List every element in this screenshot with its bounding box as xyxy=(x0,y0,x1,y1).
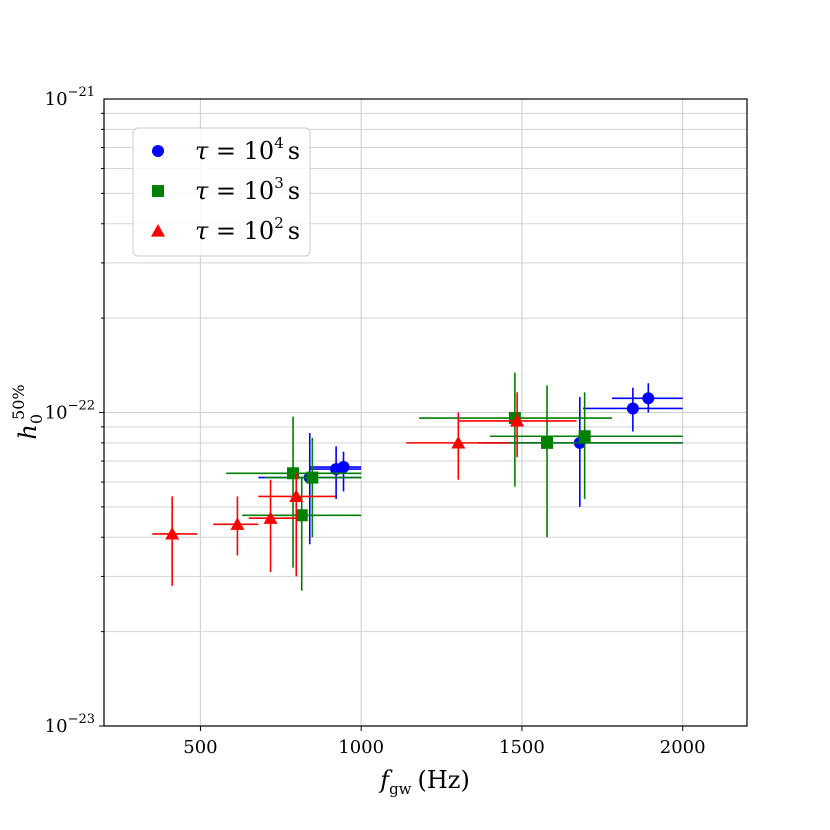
data-point xyxy=(258,473,336,577)
marker-square xyxy=(306,471,319,484)
series-triangle xyxy=(152,392,577,586)
marker-triangle xyxy=(165,526,180,540)
x-axis-label: fgw (Hz) xyxy=(378,766,470,798)
x-tick-label: 500 xyxy=(183,737,217,758)
data-point xyxy=(611,383,683,413)
data-point xyxy=(476,397,683,507)
marker-square xyxy=(295,509,308,522)
marker-triangle xyxy=(151,224,165,237)
marker-circle xyxy=(337,461,350,474)
data-point xyxy=(457,392,577,458)
data-point xyxy=(264,437,362,538)
marker-square xyxy=(578,430,591,443)
data-point xyxy=(583,387,683,432)
data-point xyxy=(406,412,510,480)
legend-item: τ = 103 s xyxy=(152,174,300,205)
marker-triangle xyxy=(510,413,525,427)
data-point xyxy=(309,451,362,492)
y-tick-label: 10−23 xyxy=(45,712,95,737)
marker-square xyxy=(541,436,554,449)
data-point xyxy=(258,433,362,545)
y-axis-label-text: h050% xyxy=(9,384,46,439)
y-tick-label: 10−22 xyxy=(45,399,95,424)
marker-triangle xyxy=(451,435,466,449)
legend-label: τ = 102 s xyxy=(195,214,300,245)
series-circle xyxy=(258,383,683,545)
data-point xyxy=(226,416,362,568)
y-axis-label: h050% xyxy=(9,384,46,439)
data-points xyxy=(152,372,683,591)
legend: τ = 104 s τ = 103 s τ = 102 s xyxy=(132,127,311,257)
data-point xyxy=(248,479,297,572)
legend-box xyxy=(132,127,311,257)
legend-item: τ = 102 s xyxy=(151,214,300,245)
x-tick-label: 2000 xyxy=(660,737,706,758)
legend-item: τ = 104 s xyxy=(152,134,300,165)
data-point xyxy=(152,496,198,586)
marker-square xyxy=(152,185,164,197)
marker-circle xyxy=(642,392,655,405)
y-tick-label: 10−21 xyxy=(45,85,95,110)
legend-label: τ = 104 s xyxy=(195,134,300,165)
x-tick-label: 1000 xyxy=(338,737,384,758)
grid-lines xyxy=(104,99,747,727)
marker-circle xyxy=(152,145,164,157)
data-point xyxy=(213,496,259,556)
data-point xyxy=(242,477,362,591)
axis-ticks: 500 1000 1500 2000 10−23 10−22 10−21 xyxy=(45,85,706,758)
marker-triangle xyxy=(263,511,278,524)
data-point xyxy=(489,392,683,499)
marker-triangle xyxy=(289,489,304,502)
data-point xyxy=(419,372,612,487)
x-tick-label: 1500 xyxy=(499,737,545,758)
marker-circle xyxy=(626,402,639,415)
series-square xyxy=(226,372,683,591)
legend-label: τ = 103 s xyxy=(195,174,300,205)
marker-triangle xyxy=(230,517,245,530)
